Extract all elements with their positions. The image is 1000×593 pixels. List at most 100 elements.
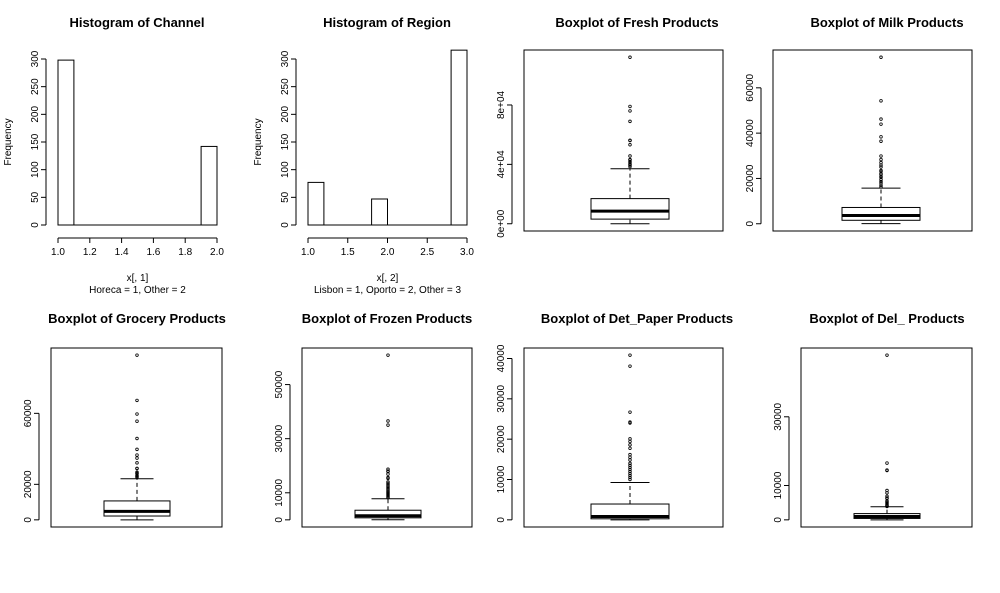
- outlier-point: [879, 154, 883, 158]
- plot-frame: [523, 347, 724, 528]
- outlier-point: [628, 410, 632, 414]
- outlier-point: [628, 109, 632, 113]
- outlier-point: [879, 55, 883, 59]
- outlier-point: [135, 447, 139, 452]
- outlier-point: [386, 423, 390, 427]
- outlier-point: [628, 154, 632, 158]
- boxplot-panel-7: Boxplot of Det_Paper Products 0 10000 20000…: [496, 311, 733, 528]
- outlier-point: [628, 364, 632, 368]
- outlier-point: [879, 163, 883, 167]
- y-tick-label: 10000: [773, 471, 784, 499]
- histogram-bar: [307, 181, 325, 226]
- histogram-bar: [57, 59, 75, 226]
- chart-title: Boxplot of Frozen Products: [302, 311, 472, 326]
- boxplot-panel-8: Boxplot of Del_ Products 0 10000 30000: [773, 311, 973, 528]
- outlier-point: [879, 135, 883, 139]
- outlier-point: [135, 466, 139, 471]
- y-tick-label: 10000: [274, 478, 285, 506]
- outlier-point: [135, 475, 139, 479]
- chart-title: Boxplot of Fresh Products: [555, 15, 718, 30]
- outlier-point: [879, 172, 883, 176]
- histogram-panel-2: Histogram of Region 1.0 1.5 2.0 2.5 3.0 x[, 2]…: [253, 15, 474, 296]
- y-tick-label: 20000: [23, 470, 34, 498]
- x-tick-label: 3.0: [460, 247, 474, 258]
- x-axis-sublabel: Lisbon = 1, Oporto = 2, Other = 3: [314, 285, 461, 296]
- y-tick-label: 300: [280, 50, 291, 67]
- outlier-point: [628, 475, 632, 480]
- outlier-point: [879, 183, 883, 187]
- histogram-bar: [371, 198, 389, 226]
- outlier-point: [386, 476, 390, 481]
- chart-title: Boxplot of Del_ Products: [809, 311, 964, 326]
- outlier-point: [628, 163, 632, 167]
- iqr-box: [354, 509, 422, 519]
- outlier-point: [879, 179, 883, 184]
- outlier-point: [628, 469, 632, 474]
- y-tick-label: 100: [30, 161, 41, 178]
- outlier-point: [628, 119, 632, 124]
- y-tick-label: 8e+04: [496, 90, 507, 119]
- outlier-point: [885, 353, 889, 357]
- plot-frame: [301, 347, 473, 528]
- y-tick-label: 0: [274, 517, 285, 523]
- outlier-point: [628, 439, 632, 444]
- outlier-point: [628, 443, 632, 447]
- x-tick-label: 1.4: [115, 247, 129, 258]
- y-tick-label: 50: [30, 191, 41, 203]
- outlier-point: [885, 494, 889, 498]
- outlier-point: [135, 456, 139, 460]
- outlier-point: [628, 477, 632, 482]
- y-tick-label: 30000: [773, 402, 784, 430]
- chart-title: Boxplot of Det_Paper Products: [541, 311, 733, 326]
- plot-frame: [800, 347, 973, 528]
- y-tick-label: 60000: [745, 73, 756, 101]
- y-tick-label: 0: [23, 517, 34, 523]
- chart-title: Histogram of Channel: [69, 15, 204, 30]
- outlier-point: [885, 504, 889, 509]
- outlier-point: [628, 421, 632, 425]
- chart-title: Boxplot of Milk Products: [810, 15, 963, 30]
- outlier-point: [628, 104, 632, 109]
- outlier-point: [628, 452, 632, 457]
- y-tick-label: 30000: [274, 424, 285, 452]
- outlier-point: [135, 412, 139, 416]
- boxplot-panel-5: Boxplot of Grocery Products 0 20000 60000: [23, 311, 226, 528]
- outlier-point: [879, 99, 883, 103]
- boxplot-panel-6: Boxplot of Frozen Products 0 10000 30000 500…: [274, 311, 473, 528]
- y-tick-label: 0: [745, 221, 756, 227]
- y-tick-label: 250: [280, 78, 291, 95]
- x-axis-sublabel: Horeca = 1, Other = 2: [89, 285, 186, 296]
- y-tick-label: 40000: [745, 119, 756, 147]
- y-tick-label: 150: [280, 133, 291, 150]
- x-tick-label: 2.5: [420, 247, 434, 258]
- iqr-box: [103, 500, 171, 517]
- outlier-point: [628, 465, 632, 470]
- plot-frame: [772, 49, 973, 232]
- y-tick-label: 300: [30, 50, 41, 67]
- y-tick-label: 0e+00: [496, 209, 507, 238]
- outlier-point: [628, 353, 632, 357]
- y-tick-label: 100: [280, 161, 291, 178]
- y-tick-label: 40000: [496, 344, 507, 372]
- y-tick-label: 10000: [496, 465, 507, 493]
- y-tick-label: 4e+04: [496, 150, 507, 179]
- x-tick-label: 1.8: [178, 247, 192, 258]
- outlier-point: [386, 353, 390, 357]
- outlier-point: [885, 461, 889, 465]
- outlier-point: [628, 461, 632, 466]
- iqr-box: [590, 198, 670, 220]
- y-tick-label: 0: [496, 517, 507, 523]
- outlier-point: [386, 495, 390, 500]
- outlier-point: [628, 446, 632, 450]
- y-tick-label: 20000: [496, 425, 507, 453]
- outlier-point: [879, 139, 883, 143]
- outlier-point: [628, 467, 632, 472]
- iqr-box: [841, 206, 921, 221]
- x-tick-label: 1.6: [146, 247, 160, 258]
- outlier-point: [628, 143, 632, 147]
- chart-title: Boxplot of Grocery Products: [48, 311, 226, 326]
- outlier-point: [879, 157, 883, 162]
- y-tick-label: 60000: [23, 399, 34, 427]
- x-tick-label: 1.5: [341, 247, 355, 258]
